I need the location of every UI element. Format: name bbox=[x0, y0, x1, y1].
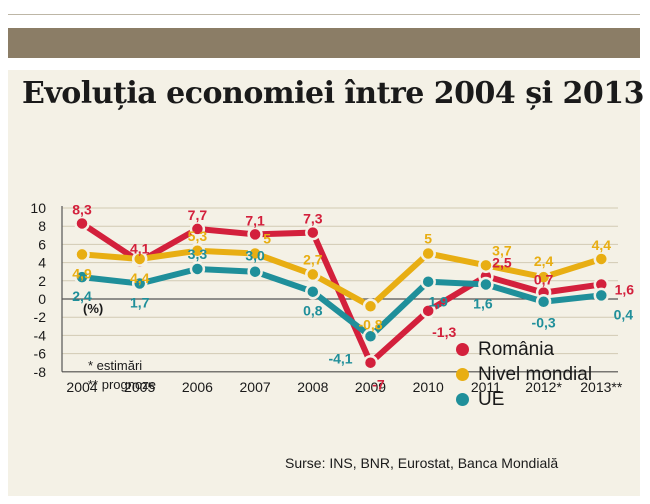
series-point-1 bbox=[362, 298, 379, 315]
top-rule bbox=[8, 14, 640, 15]
legend-item-romania: România bbox=[456, 337, 592, 362]
data-label-0: 7,1 bbox=[245, 212, 265, 228]
x-tick-label: 2011 bbox=[471, 379, 501, 395]
chart-card: Evoluția economiei între 2004 și 2013 10… bbox=[8, 70, 644, 496]
data-label-1: 4,9 bbox=[72, 265, 92, 281]
data-label-1: 3,7 bbox=[492, 242, 512, 258]
x-tick-label: 2005 bbox=[124, 379, 155, 395]
legend-label-eu: UE bbox=[478, 388, 505, 410]
series-point-2 bbox=[478, 276, 494, 293]
series-point-2 bbox=[247, 263, 263, 280]
data-label-2: -0,3 bbox=[532, 315, 556, 331]
y-tick-label: 4 bbox=[38, 255, 46, 271]
chart-title: Evoluția economiei între 2004 și 2013 bbox=[22, 76, 644, 111]
data-label-0: 2,5 bbox=[492, 254, 512, 270]
series-point-1 bbox=[189, 243, 206, 259]
data-label-2: 0,4 bbox=[614, 306, 634, 322]
legend-item-eu: UE bbox=[456, 387, 592, 412]
data-label-0: 7,7 bbox=[188, 207, 208, 223]
data-label-0: 4,1 bbox=[130, 241, 150, 257]
y-tick-label: -4 bbox=[34, 327, 47, 343]
legend-item-world: Nivel mondial bbox=[456, 362, 592, 387]
data-label-0: 7,3 bbox=[303, 211, 323, 227]
series-point-2 bbox=[74, 269, 90, 285]
y-tick-label: 2 bbox=[38, 273, 46, 289]
data-label-0: 1,6 bbox=[615, 281, 635, 297]
series-point-0 bbox=[189, 221, 206, 237]
series-point-0 bbox=[247, 226, 263, 243]
line-chart: 10 8 6 4 2 0 -2 -4 -6 -8 2004 2005 2006 2007 2008 2009 2… bbox=[30, 200, 635, 395]
data-label-2: 2,4 bbox=[72, 288, 92, 304]
data-label-1: 4,4 bbox=[592, 237, 612, 253]
x-tick-label: 2008 bbox=[297, 379, 328, 395]
y-tick-label: 10 bbox=[30, 200, 46, 216]
data-label-1: -0,8 bbox=[358, 316, 382, 332]
data-label-1: 4,4 bbox=[130, 270, 150, 286]
x-tick-label: 2007 bbox=[240, 379, 271, 395]
x-tick-label: 2012* bbox=[525, 379, 562, 395]
data-label-0: -7 bbox=[372, 377, 385, 393]
data-label-2: 0,8 bbox=[303, 303, 323, 319]
header-band bbox=[8, 28, 640, 58]
source-note: Surse: INS, BNR, Eurostat, Banca Mondial… bbox=[285, 455, 559, 471]
data-label-0: 0,7 bbox=[534, 272, 554, 288]
y-tick-label: -2 bbox=[34, 309, 47, 325]
series-line-1 bbox=[81, 247, 603, 310]
data-label-2: 3,3 bbox=[188, 246, 208, 262]
series-point-2 bbox=[362, 328, 379, 345]
series-point-0 bbox=[420, 303, 436, 319]
data-label-2: 1,9 bbox=[428, 294, 448, 310]
series-point-1 bbox=[74, 246, 90, 263]
series-point-1 bbox=[305, 266, 321, 283]
data-label-0: -1,3 bbox=[432, 324, 456, 340]
series-point-1 bbox=[131, 251, 148, 267]
series-point-2 bbox=[535, 293, 552, 310]
series-point-1 bbox=[593, 251, 610, 267]
y-tick-label: 6 bbox=[38, 236, 46, 252]
data-label-2: 3,0 bbox=[245, 248, 265, 264]
x-tick-label: 2004 bbox=[66, 379, 97, 395]
series-point-0 bbox=[305, 224, 321, 241]
legend-label-romania: România bbox=[478, 338, 555, 360]
series-point-1 bbox=[478, 257, 494, 274]
y-tick-label: -6 bbox=[34, 346, 47, 362]
data-label-1: 5 bbox=[263, 231, 271, 247]
footnotes: * estimări ** prognoze bbox=[88, 356, 156, 394]
data-label-1: 2,7 bbox=[303, 251, 323, 267]
x-tick-label: 2013** bbox=[580, 379, 623, 395]
series-point-2 bbox=[189, 261, 206, 277]
series-point-1 bbox=[535, 269, 552, 285]
data-label-2: -4,1 bbox=[328, 350, 352, 366]
series-point-2 bbox=[593, 287, 610, 304]
series-line-2 bbox=[81, 265, 602, 341]
data-label-1: 2,4 bbox=[534, 253, 554, 269]
legend-dot-world bbox=[456, 368, 469, 381]
legend: România Nivel mondial UE bbox=[456, 337, 592, 412]
legend-dot-romania bbox=[456, 343, 469, 356]
series-point-1 bbox=[420, 245, 436, 262]
series-point-0 bbox=[362, 354, 379, 371]
data-label-2: 1,7 bbox=[130, 295, 150, 311]
series-point-0 bbox=[74, 215, 90, 232]
series-line-0 bbox=[80, 220, 602, 368]
y-unit-label: (%) bbox=[83, 301, 104, 316]
y-tick-label: -8 bbox=[34, 364, 47, 380]
legend-dot-eu bbox=[456, 393, 469, 406]
series-point-1 bbox=[247, 245, 263, 262]
data-label-2: 1,6 bbox=[473, 295, 493, 311]
y-tick-label: 0 bbox=[38, 291, 46, 307]
data-label-0: 8,3 bbox=[72, 201, 92, 217]
y-tick-label: 8 bbox=[38, 218, 46, 234]
series-point-2 bbox=[305, 283, 321, 300]
x-tick-label: 2010 bbox=[413, 379, 444, 395]
x-tick-label: 2009 bbox=[355, 379, 386, 395]
series-point-2 bbox=[420, 273, 436, 290]
data-label-1: 5 bbox=[424, 231, 432, 247]
footnote-forecasts: ** prognoze bbox=[88, 377, 156, 392]
legend-label-world: Nivel mondial bbox=[478, 363, 593, 385]
footnote-estimates: * estimări bbox=[88, 358, 143, 373]
data-label-1: 5,3 bbox=[188, 228, 208, 244]
x-tick-label: 2006 bbox=[182, 379, 213, 395]
series-point-2 bbox=[131, 275, 148, 292]
